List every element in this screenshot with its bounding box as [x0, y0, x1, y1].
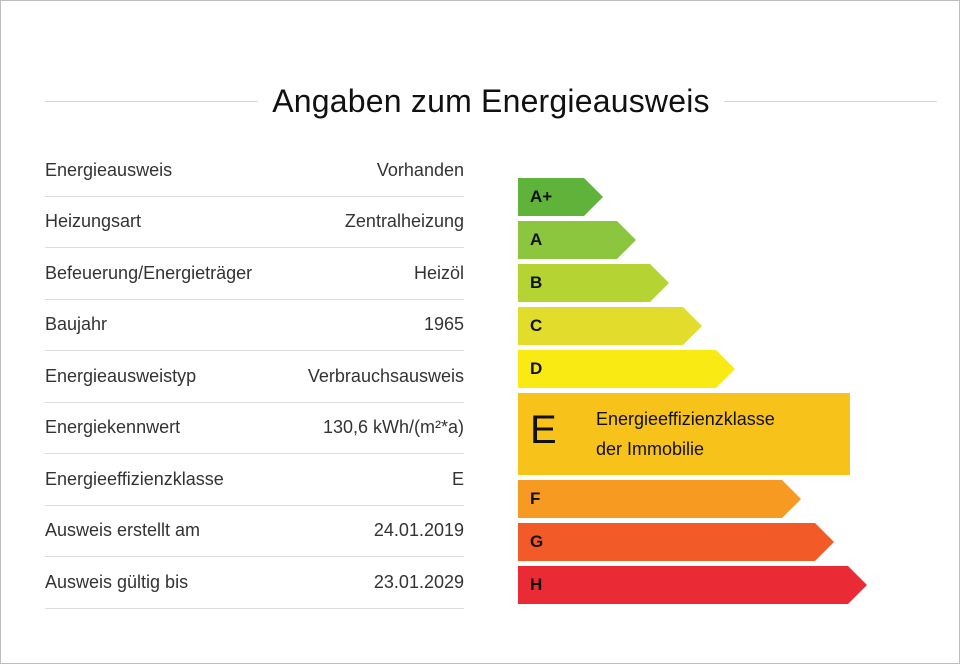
active-class-letter: E	[530, 407, 557, 452]
table-row: Baujahr 1965	[45, 300, 464, 351]
class-bar-d: D	[518, 350, 735, 388]
class-label: A	[530, 230, 543, 249]
row-label: Ausweis gültig bis	[45, 571, 189, 592]
class-label: H	[530, 575, 543, 594]
row-label: Energiekennwert	[45, 417, 181, 438]
class-bar-c: C	[518, 307, 702, 345]
row-value: 130,6 kWh/(m²*a)	[322, 417, 464, 438]
row-value: Heizöl	[413, 262, 464, 283]
row-value: E	[451, 468, 464, 489]
row-label: Heizungsart	[45, 211, 142, 232]
class-bar-h: H	[518, 566, 867, 604]
row-label: Energieeffizienzklasse	[45, 468, 224, 489]
class-label: C	[530, 316, 543, 335]
class-bar-b: B	[518, 264, 669, 302]
row-value: 23.01.2029	[373, 571, 464, 592]
table-row: Energiekennwert 130,6 kWh/(m²*a)	[45, 403, 464, 454]
active-class-caption-line1: Energieeffizienzklasse	[596, 409, 775, 429]
row-label: Befeuerung/Energieträger	[45, 262, 253, 283]
page-title: Angaben zum Energieausweis	[272, 82, 710, 119]
title-row: Angaben zum Energieausweis	[45, 78, 937, 124]
title-divider-right	[723, 100, 937, 102]
class-label: G	[530, 532, 544, 551]
row-label: Energieausweistyp	[45, 365, 197, 386]
row-label: Energieausweis	[45, 159, 173, 180]
class-label: F	[530, 489, 541, 508]
table-row: Ausweis erstellt am 24.01.2019	[45, 506, 464, 557]
table-row: Energieausweis Vorhanden	[45, 145, 464, 197]
class-bar-a: A	[518, 221, 636, 259]
table-row: Befeuerung/Energieträger Heizöl	[45, 248, 464, 300]
row-value: Vorhanden	[376, 159, 464, 180]
row-value: Verbrauchsausweis	[307, 365, 464, 386]
class-label: A+	[530, 187, 553, 206]
class-bar-g: G	[518, 523, 834, 561]
energy-class-scale: A+ A B C D E Energieeffizienzklasse der …	[518, 178, 878, 608]
row-value: Zentralheizung	[344, 211, 464, 232]
table-row: Energieausweistyp Verbrauchsausweis	[45, 351, 464, 403]
active-class-caption-line2: der Immobilie	[596, 439, 705, 459]
class-bar-f: F	[518, 480, 801, 518]
table-row: Energieeffizienzklasse E	[45, 454, 464, 506]
table-row: Heizungsart Zentralheizung	[45, 197, 464, 248]
table-row: Ausweis gültig bis 23.01.2029	[45, 557, 464, 609]
title-divider-left	[45, 100, 259, 102]
energy-info-table: Energieausweis Vorhanden Heizungsart Zen…	[45, 145, 464, 609]
row-label: Ausweis erstellt am	[45, 520, 201, 541]
class-label: B	[530, 273, 543, 292]
row-value: 24.01.2019	[373, 520, 464, 541]
class-label: D	[530, 359, 543, 378]
row-value: 1965	[423, 314, 464, 335]
row-label: Baujahr	[45, 314, 108, 335]
class-bar-a-plus: A+	[518, 178, 603, 216]
active-class-caption: Energieeffizienzklasse der Immobilie	[596, 404, 775, 464]
class-bar-e-active: E Energieeffizienzklasse der Immobilie	[518, 393, 850, 475]
